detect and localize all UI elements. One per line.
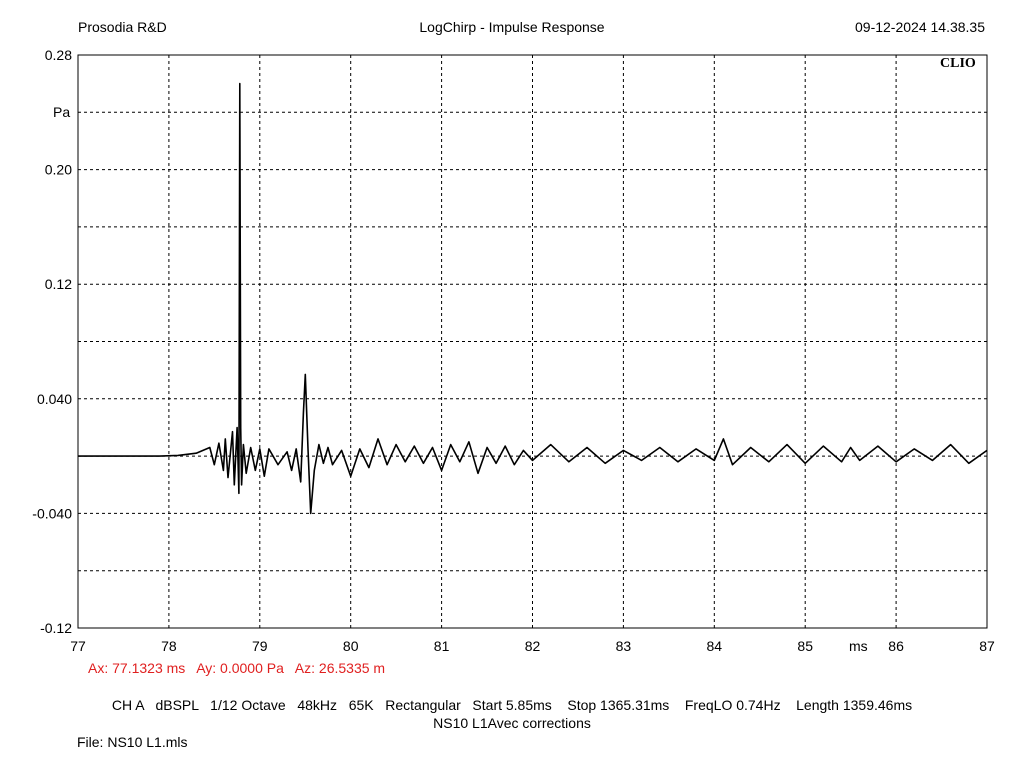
cursor-ay: Ay: 0.0000 Pa bbox=[196, 660, 284, 676]
measurement-settings: CH A dBSPL 1/12 Octave 48kHz 65K Rectang… bbox=[111, 697, 913, 713]
plot-frame bbox=[77, 54, 988, 629]
x-tick-label: 84 bbox=[707, 638, 723, 654]
cursor-ax: Ax: 77.1323 ms bbox=[88, 660, 186, 676]
x-tick-label: 86 bbox=[888, 638, 904, 654]
y-unit-label: Pa bbox=[53, 104, 70, 120]
x-tick-label: 85 bbox=[797, 638, 813, 654]
company-name: Prosodia R&D bbox=[78, 19, 167, 35]
y-tick-label: 0.12 bbox=[45, 276, 72, 292]
x-tick-label: 77 bbox=[70, 638, 86, 654]
x-tick-label: 87 bbox=[979, 638, 995, 654]
x-tick-label: 81 bbox=[434, 638, 450, 654]
x-tick-label: 79 bbox=[252, 638, 268, 654]
y-tick-label: 0.20 bbox=[45, 162, 72, 178]
clio-logo: CLIO bbox=[940, 56, 976, 71]
cursor-readout: Ax: 77.1323 ms Ay: 0.0000 Pa Az: 26.5335… bbox=[88, 660, 385, 676]
y-tick-label: 0.040 bbox=[37, 391, 72, 407]
x-tick-label: 82 bbox=[525, 638, 541, 654]
x-tick-label: 78 bbox=[161, 638, 177, 654]
y-axis: 0.28 0.20 0.12 0.040 -0.040 -0.12 bbox=[32, 47, 72, 636]
y-tick-label: -0.12 bbox=[40, 620, 72, 636]
timestamp: 09-12-2024 14.38.35 bbox=[855, 19, 985, 35]
file-name: File: NS10 L1.mls bbox=[77, 734, 188, 750]
x-tick-label: 83 bbox=[616, 638, 632, 654]
x-unit-label: ms bbox=[849, 638, 868, 654]
series-line bbox=[78, 82, 988, 515]
measurement-note: NS10 L1Avec corrections bbox=[433, 715, 591, 731]
x-tick-label: 80 bbox=[343, 638, 359, 654]
y-tick-label: 0.28 bbox=[45, 47, 72, 63]
grid bbox=[78, 55, 987, 628]
x-axis: 77 78 79 80 81 82 83 84 85 86 87 bbox=[70, 638, 995, 654]
chart-title: LogChirp - Impulse Response bbox=[419, 19, 605, 35]
cursor-az: Az: 26.5335 m bbox=[294, 660, 386, 676]
y-tick-label: -0.040 bbox=[32, 505, 72, 521]
